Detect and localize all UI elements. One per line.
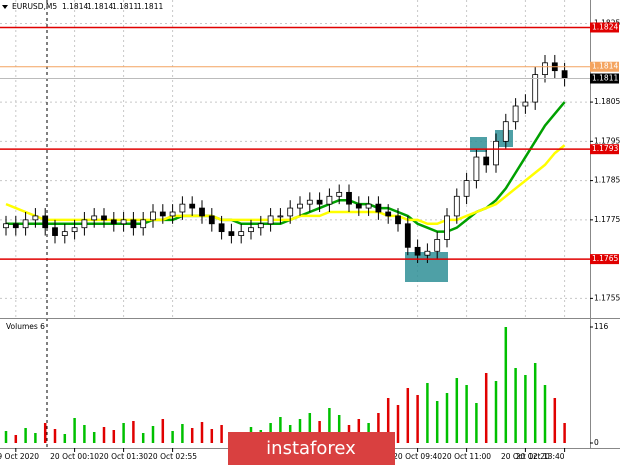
candle-body (395, 215, 401, 225)
candle-body (561, 70, 568, 79)
candle-body (218, 223, 225, 233)
candle-body (52, 227, 58, 236)
candle-body (404, 223, 411, 248)
y-tick-label: 116 (594, 322, 609, 331)
candle-body (346, 191, 352, 205)
candle-body (61, 231, 68, 236)
plot (3, 54, 568, 443)
watermark-box (228, 432, 395, 465)
bid-label: 1.1811 (592, 74, 618, 83)
candle-body (424, 250, 431, 256)
x-tick-label: 19 Oct 2020 (0, 452, 39, 461)
candle-body (365, 203, 372, 209)
candle-body (32, 215, 39, 221)
x-tick-label: 20 Oct 00:10 (50, 452, 99, 461)
watermark: instaforex (266, 438, 356, 459)
ask-tag (590, 61, 619, 72)
candle-body (248, 227, 254, 233)
y-tick-label: 0 (594, 438, 599, 447)
candle-body (522, 101, 529, 107)
level-tag (590, 144, 619, 155)
level-tag (590, 254, 619, 265)
x-tick-label: 20 Oct 13:40 (516, 452, 565, 461)
candle-body (110, 219, 117, 225)
candle-body (512, 105, 519, 123)
y-tick-label: 1.1805 (594, 97, 620, 106)
candle-body (71, 227, 78, 233)
x-tick-label: 20 Oct 09:40 (393, 452, 442, 461)
candle-body (169, 211, 176, 217)
candle-body (385, 211, 392, 217)
ohlc-open: 1.1814 (62, 2, 88, 11)
x-tick-label: 20 Oct 12:20 (501, 452, 550, 461)
ohlc-low: 1.1811 (112, 2, 138, 11)
x-tick-label: 20 Oct 01:30 (99, 452, 148, 461)
candle-body (493, 140, 499, 166)
candle-body (483, 156, 490, 166)
highlight-box (470, 137, 487, 152)
candle-body (42, 215, 49, 229)
candle-body (120, 219, 127, 225)
candle-body (189, 203, 196, 209)
candle-body (277, 215, 284, 218)
menu-arrow (2, 5, 8, 9)
bid-tag (590, 73, 619, 84)
candle-body (179, 203, 186, 213)
candle-body (453, 195, 460, 217)
candle-body (101, 215, 107, 221)
level-label: 1.1765 (592, 254, 618, 263)
candle-body (140, 219, 147, 229)
y-tick-label: 1.1755 (594, 293, 620, 302)
candle-body (22, 219, 29, 229)
candle-body (228, 231, 235, 236)
candle-body (463, 180, 470, 197)
candle-body (81, 219, 88, 229)
moving-average (5, 144, 566, 226)
candle-body (208, 215, 215, 225)
x-tick-label: 20 Oct 02:55 (148, 452, 197, 461)
candle-body (150, 211, 156, 221)
candle-body (316, 199, 323, 205)
candle-body (532, 74, 539, 103)
ohlc-close: 1.1811 (137, 2, 163, 11)
candle-body (336, 191, 343, 197)
candle-body (306, 199, 313, 205)
candle-body (355, 203, 362, 209)
ohlc-high: 1.1814 (87, 2, 113, 11)
candle-body (12, 223, 19, 229)
level-label: 1.1824 (592, 22, 618, 31)
candle-body (414, 246, 421, 256)
ask-label: 1.1814 (592, 62, 618, 71)
candle-body (159, 211, 166, 217)
candle-body (297, 203, 303, 209)
candle-body (257, 223, 264, 229)
candle-body (3, 223, 9, 229)
level-label: 1.1793 (592, 144, 618, 153)
candle-body (326, 195, 333, 205)
y-tick-label: 1.1785 (594, 176, 620, 185)
candle-body (199, 207, 205, 217)
x-tick-label: 20 Oct 11:00 (442, 452, 491, 461)
moving-average (6, 101, 566, 233)
candle-body (267, 215, 274, 225)
candle-body (91, 215, 98, 221)
candle-body (473, 156, 480, 181)
candle-body (375, 203, 382, 213)
candle-body (502, 121, 509, 142)
candle-body (130, 219, 137, 229)
candle-body (434, 239, 441, 252)
y-tick-label: 1.1775 (594, 215, 620, 224)
y-tick-label: 1.1795 (594, 136, 620, 145)
candle-body (287, 207, 294, 217)
highlight-box (405, 252, 448, 282)
volume-label: Volumes 6 (6, 322, 45, 331)
candle-body (238, 231, 245, 236)
symbol: EURUSD,M5 (12, 2, 57, 11)
candle-body (542, 62, 548, 75)
candle-body (444, 215, 450, 240)
level-tag (590, 22, 619, 33)
